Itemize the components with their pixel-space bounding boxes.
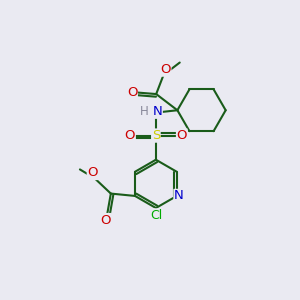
Text: N: N: [174, 189, 184, 203]
Text: O: O: [125, 129, 135, 142]
Text: N: N: [152, 105, 162, 118]
Text: O: O: [87, 167, 98, 179]
Text: H: H: [140, 105, 149, 118]
Text: O: O: [127, 86, 137, 99]
Text: O: O: [160, 63, 171, 76]
Text: O: O: [100, 214, 111, 226]
Text: O: O: [176, 129, 187, 142]
Text: S: S: [152, 129, 160, 142]
Text: Cl: Cl: [150, 209, 162, 222]
